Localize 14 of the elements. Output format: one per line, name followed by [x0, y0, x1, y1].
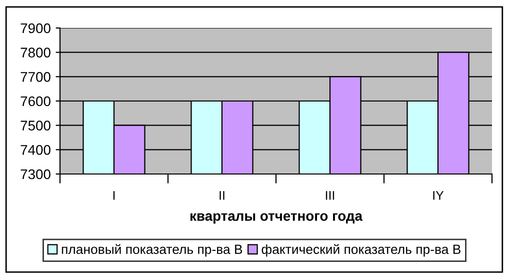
y-tick-label: 7700: [20, 72, 50, 82]
y-tick-label: 7300: [20, 169, 50, 180]
y-tick-label: 7600: [20, 96, 50, 106]
y-tick-label: 7900: [20, 23, 50, 34]
x-tick-label: IY: [433, 191, 444, 200]
legend-label: плановый показатель пр-ва В: [62, 244, 242, 257]
x-tick-label: I: [113, 191, 115, 200]
y-tick-label: 7400: [20, 145, 50, 155]
x-axis-title: кварталы отчетного года: [190, 213, 363, 224]
y-tick-label: 7800: [20, 48, 50, 58]
legend-label: фактический показатель пр-ва В: [262, 244, 460, 257]
y-tick-label: 7500: [20, 120, 50, 131]
x-tick-label: II: [220, 191, 224, 200]
x-tick-label: III: [326, 191, 334, 200]
